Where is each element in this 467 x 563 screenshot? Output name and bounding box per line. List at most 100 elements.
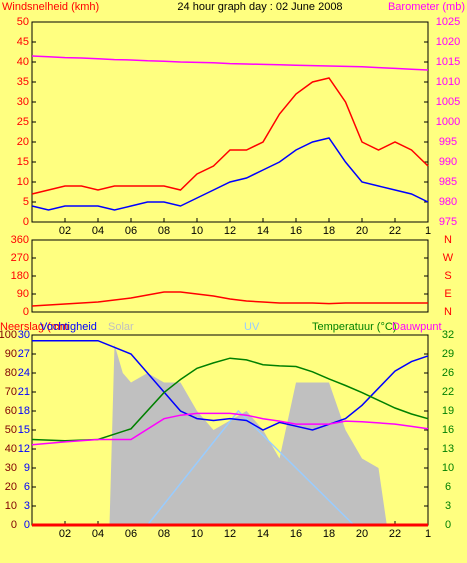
rain-tick-label: 27 [18, 348, 30, 360]
legend-label: Temperatuur (°C) [312, 321, 396, 333]
x-tick-label: 20 [356, 528, 368, 540]
y2-tick-label: 980 [439, 196, 457, 208]
x-tick-label: 14 [257, 528, 269, 540]
x-tick-label: 04 [92, 528, 104, 540]
y-tick-label: 30 [5, 462, 17, 474]
y-tick-label: 100 [0, 329, 17, 341]
y2-tick-label: 1025 [436, 16, 460, 28]
x-tick-label: 16 [290, 528, 302, 540]
y-tick-label: 15 [17, 156, 29, 168]
y-tick-label: 50 [5, 424, 17, 436]
y-tick-label: 25 [17, 116, 29, 128]
y2-tick-label: S [444, 270, 451, 282]
y2-tick-label: 16 [442, 424, 454, 436]
x-tick-label: 1 [425, 225, 431, 237]
y2-tick-label: N [444, 234, 452, 246]
x-tick-label: 22 [389, 225, 401, 237]
y-tick-label: 5 [23, 196, 29, 208]
rain-tick-label: 21 [18, 386, 30, 398]
y2-tick-label: 6 [445, 481, 451, 493]
y-tick-label: 90 [5, 348, 17, 360]
y-tick-label: 40 [5, 443, 17, 455]
y-tick-label: 180 [11, 270, 29, 282]
y-tick-label: 20 [5, 481, 17, 493]
x-tick-label: 08 [158, 225, 170, 237]
y2-tick-label: E [444, 288, 451, 300]
y2-tick-label: 22 [442, 386, 454, 398]
x-tick-label: 1 [425, 528, 431, 540]
y2-tick-label: N [444, 306, 452, 318]
y-tick-label: 10 [17, 176, 29, 188]
y-tick-label: 360 [11, 234, 29, 246]
series-line [31, 77, 429, 195]
x-tick-label: 06 [125, 225, 137, 237]
y2-tick-label: 990 [439, 156, 457, 168]
y2-tick-label: 1015 [436, 56, 460, 68]
y2-axis-title: Barometer (mb) [388, 1, 465, 13]
y-tick-label: 30 [17, 96, 29, 108]
rain-tick-label: 30 [18, 329, 30, 341]
x-tick-label: 18 [323, 225, 335, 237]
x-tick-label: 02 [59, 528, 71, 540]
rain-tick-label: 3 [24, 500, 30, 512]
x-tick-label: 04 [92, 225, 104, 237]
chart-title: 24 hour graph day : 02 June 2008 [177, 1, 342, 13]
x-tick-label: 18 [323, 528, 335, 540]
series-line [31, 137, 429, 211]
x-tick-label: 22 [389, 528, 401, 540]
x-tick-label: 10 [191, 528, 203, 540]
y-tick-label: 10 [5, 500, 17, 512]
legend-label: Vochtigheid [40, 321, 97, 333]
y-tick-label: 70 [5, 386, 17, 398]
y-tick-label: 50 [17, 16, 29, 28]
y2-tick-label: 1005 [436, 96, 460, 108]
y2-tick-label: 19 [442, 405, 454, 417]
x-tick-label: 12 [224, 225, 236, 237]
rain-tick-label: 6 [24, 481, 30, 493]
y-tick-label: 80 [5, 367, 17, 379]
y2-tick-label: 29 [442, 348, 454, 360]
x-tick-label: 06 [125, 528, 137, 540]
y-tick-label: 0 [23, 216, 29, 228]
series-line [31, 357, 429, 442]
x-tick-label: 10 [191, 225, 203, 237]
y-tick-label: 90 [17, 288, 29, 300]
y-tick-label: 270 [11, 252, 29, 264]
series-line [146, 409, 355, 526]
y2-tick-label: 1000 [436, 116, 460, 128]
x-tick-label: 08 [158, 528, 170, 540]
rain-tick-label: 15 [18, 424, 30, 436]
legend-label: Neerslag (mm [0, 321, 69, 333]
plot-area [31, 21, 429, 223]
y2-tick-label: 995 [439, 136, 457, 148]
legend-label: UV [244, 321, 260, 333]
y-tick-label: 0 [23, 306, 29, 318]
legend-label: Solar [108, 321, 134, 333]
y2-tick-label: 1020 [436, 36, 460, 48]
y2-tick-label: 985 [439, 176, 457, 188]
y2-tick-label: 1010 [436, 76, 460, 88]
x-tick-label: 20 [356, 225, 368, 237]
series-line [31, 55, 429, 71]
y2-tick-label: 26 [442, 367, 454, 379]
series-line [31, 291, 428, 307]
y-tick-label: 20 [17, 136, 29, 148]
legend-label: Dauwpunt [392, 321, 442, 333]
rain-tick-label: 24 [18, 367, 30, 379]
rain-tick-label: 18 [18, 405, 30, 417]
x-tick-label: 12 [224, 528, 236, 540]
y2-tick-label: 3 [445, 500, 451, 512]
plot-area [31, 239, 429, 313]
y2-tick-label: 32 [442, 329, 454, 341]
y-tick-label: 60 [5, 405, 17, 417]
series-line [31, 412, 429, 446]
y2-tick-label: W [443, 252, 454, 264]
y2-tick-label: 975 [439, 216, 457, 228]
x-tick-label: 16 [290, 225, 302, 237]
y-tick-label: 40 [17, 56, 29, 68]
y-axis-title: Windsnelheid (kmh) [2, 1, 99, 13]
series-line [32, 339, 429, 431]
rain-tick-label: 0 [24, 519, 30, 531]
